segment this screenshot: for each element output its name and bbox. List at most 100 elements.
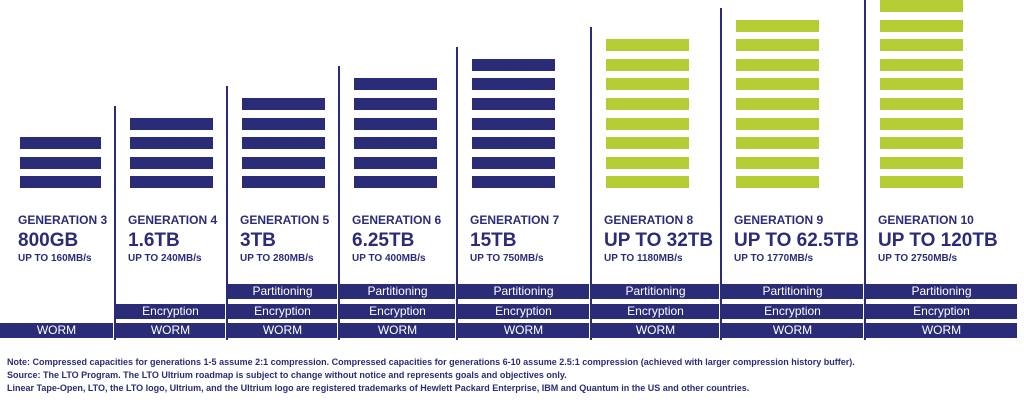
capacity-stripe xyxy=(736,78,819,91)
speed-label: UP TO 280MB/s xyxy=(240,253,314,264)
capacity-stripe xyxy=(130,176,213,189)
speed-label: UP TO 1770MB/s xyxy=(734,253,814,264)
capacity-stripe xyxy=(880,0,963,12)
feature-band-partitioning: Partitioning xyxy=(458,284,589,299)
speed-label: UP TO 1180MB/s xyxy=(604,253,683,264)
feature-band-partitioning: Partitioning xyxy=(340,284,455,299)
feature-band-encryption: Encryption xyxy=(592,304,719,319)
capacity-label: 3TB xyxy=(240,230,276,251)
feature-band-worm: WORM xyxy=(866,323,1017,338)
capacity-stripe xyxy=(242,117,325,130)
generation-label: GENERATION 5 xyxy=(240,213,330,227)
capacity-stripe xyxy=(606,39,689,52)
feature-band-partitioning: Partitioning xyxy=(228,284,337,299)
footnotes: Note: Compressed capacities for generati… xyxy=(7,356,1017,395)
capacity-stripe xyxy=(736,58,819,71)
generation-label: GENERATION 3 xyxy=(18,213,108,227)
capacity-stripe xyxy=(242,98,325,110)
generation-label: GENERATION 9 xyxy=(734,213,824,227)
generation-label: GENERATION 10 xyxy=(878,213,974,227)
column-divider xyxy=(226,86,228,340)
capacity-stripe xyxy=(130,156,213,169)
feature-band-encryption: Encryption xyxy=(116,304,225,319)
feature-band-worm: WORM xyxy=(0,323,113,338)
generation-label: GENERATION 4 xyxy=(128,213,218,227)
capacity-stripe xyxy=(736,137,819,150)
note-compression: Note: Compressed capacities for generati… xyxy=(7,357,855,367)
speed-label: UP TO 2750MB/s xyxy=(878,253,958,264)
capacity-stripe xyxy=(880,58,963,71)
capacity-stripe xyxy=(130,137,213,150)
feature-band-worm: WORM xyxy=(340,323,455,338)
feature-band-encryption: Encryption xyxy=(228,304,337,319)
lto-roadmap-chart: GENERATION 3 800GB UP TO 160MB/s GENERATION… xyxy=(0,0,1017,340)
capacity-stripe xyxy=(242,176,325,189)
capacity-stripe xyxy=(736,117,819,130)
column-divider xyxy=(864,0,866,340)
generation-label: GENERATION 6 xyxy=(352,213,442,227)
capacity-stripe xyxy=(736,156,819,169)
feature-band-encryption: Encryption xyxy=(866,304,1017,319)
capacity-stripe xyxy=(472,156,555,169)
capacity-stripe xyxy=(880,156,963,169)
capacity-stripe xyxy=(880,176,963,189)
capacity-stripe xyxy=(606,156,689,169)
capacity-label: UP TO 120TB xyxy=(878,230,998,251)
capacity-stripe xyxy=(606,117,689,130)
feature-band-worm: WORM xyxy=(592,323,719,338)
feature-band-worm: WORM xyxy=(458,323,589,338)
capacity-stripe xyxy=(242,137,325,150)
feature-band-partitioning: Partitioning xyxy=(592,284,719,299)
capacity-stripe xyxy=(242,156,325,169)
capacity-stripe xyxy=(354,176,437,189)
capacity-stripe xyxy=(472,137,555,150)
speed-label: UP TO 400MB/s xyxy=(352,253,426,264)
feature-band-encryption: Encryption xyxy=(458,304,589,319)
capacity-label: 15TB xyxy=(470,230,517,251)
speed-label: UP TO 750MB/s xyxy=(470,253,544,264)
capacity-stripe xyxy=(20,137,101,150)
capacity-stripe xyxy=(880,39,963,52)
capacity-stripe xyxy=(880,117,963,130)
capacity-stripe xyxy=(880,98,963,110)
column-divider xyxy=(590,27,592,340)
capacity-stripe xyxy=(606,98,689,110)
column-divider xyxy=(720,7,722,340)
feature-band-encryption: Encryption xyxy=(340,304,455,319)
capacity-stripe xyxy=(354,98,437,110)
capacity-stripe xyxy=(354,78,437,91)
capacity-stripe xyxy=(606,58,689,71)
capacity-stripe xyxy=(880,137,963,150)
column-divider xyxy=(456,46,458,340)
capacity-stripe xyxy=(736,176,819,189)
note-source: Source: The LTO Program. The LTO Ultrium… xyxy=(7,370,567,380)
capacity-stripe xyxy=(880,78,963,91)
feature-band-worm: WORM xyxy=(228,323,337,338)
capacity-stripe xyxy=(20,156,101,169)
capacity-label: UP TO 32TB xyxy=(604,230,714,251)
capacity-stripe xyxy=(736,39,819,52)
capacity-stripe xyxy=(736,98,819,110)
feature-band-worm: WORM xyxy=(116,323,225,338)
capacity-stripe xyxy=(472,176,555,189)
capacity-stripe xyxy=(472,58,555,71)
capacity-label: UP TO 62.5TB xyxy=(734,230,859,251)
capacity-stripe xyxy=(606,176,689,189)
capacity-stripe xyxy=(354,137,437,150)
feature-band-partitioning: Partitioning xyxy=(866,284,1017,299)
capacity-stripe xyxy=(472,98,555,110)
capacity-stripe xyxy=(472,78,555,91)
feature-band-worm: WORM xyxy=(722,323,863,338)
capacity-label: 6.25TB xyxy=(352,230,415,251)
column-divider xyxy=(114,105,116,340)
capacity-label: 1.6TB xyxy=(128,230,180,251)
capacity-stripe xyxy=(130,117,213,130)
generation-label: GENERATION 8 xyxy=(604,213,694,227)
generation-label: GENERATION 7 xyxy=(470,213,560,227)
capacity-stripe xyxy=(472,117,555,130)
capacity-stripe xyxy=(736,19,819,32)
capacity-stripe xyxy=(354,156,437,169)
feature-band-encryption: Encryption xyxy=(722,304,863,319)
feature-band-partitioning: Partitioning xyxy=(722,284,863,299)
speed-label: UP TO 160MB/s xyxy=(18,253,92,264)
